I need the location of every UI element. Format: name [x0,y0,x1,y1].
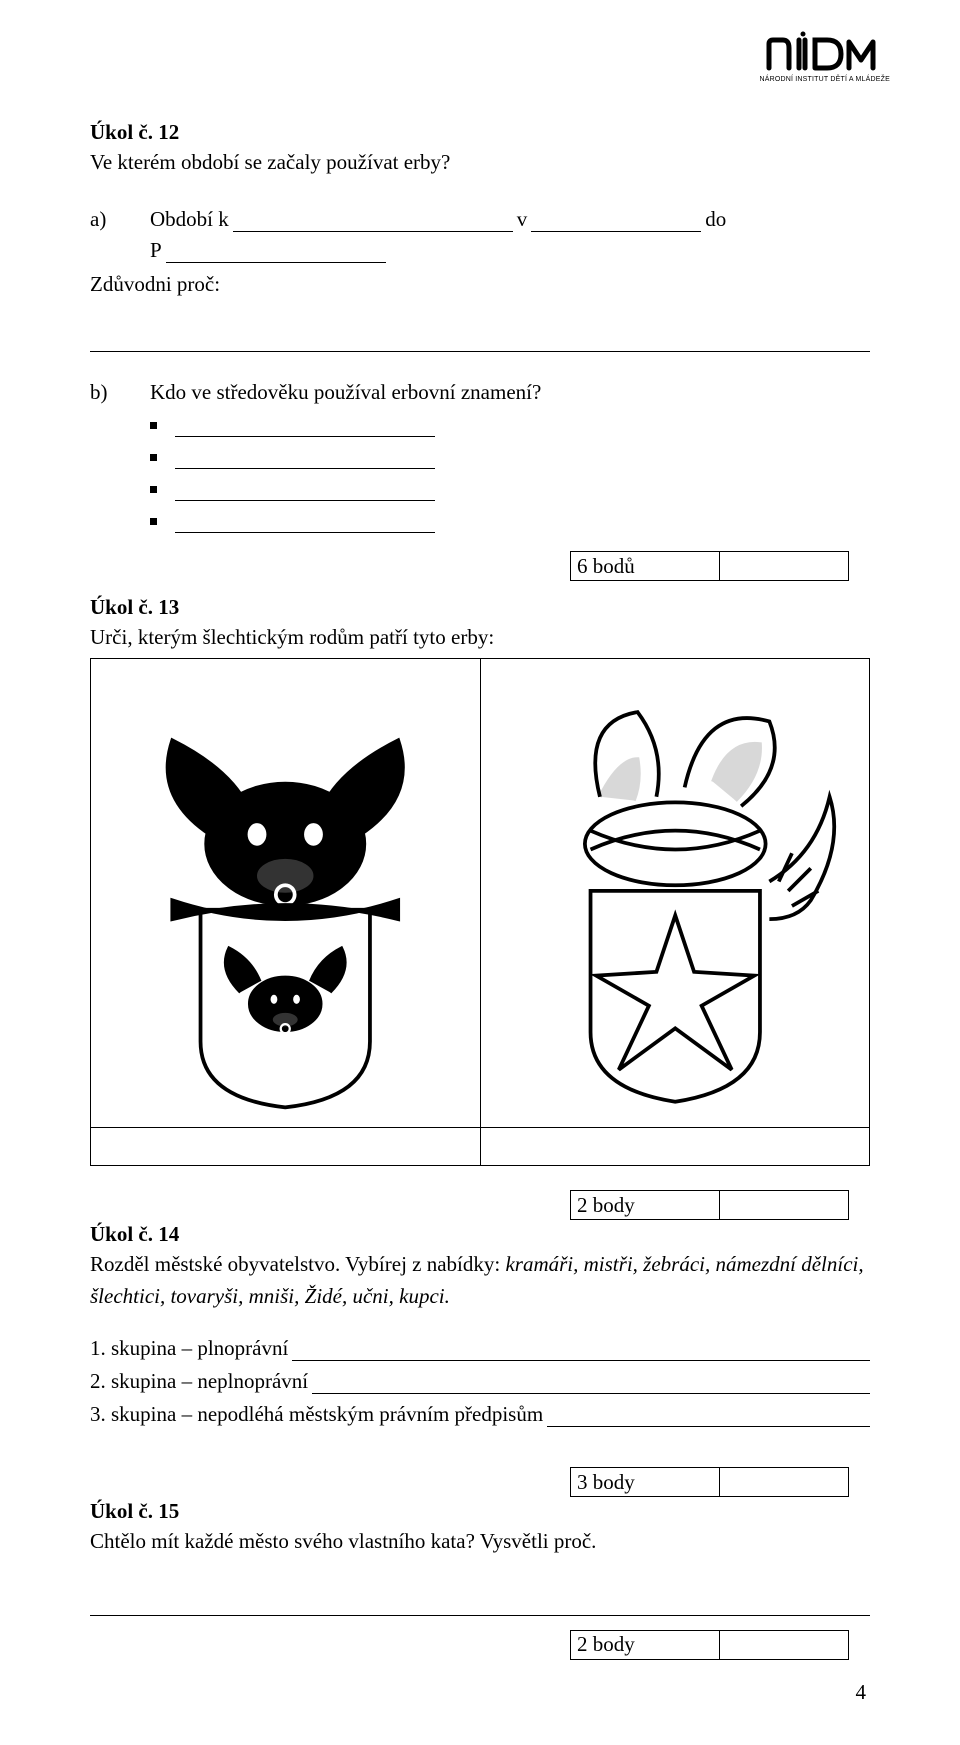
blank-bullet-4[interactable] [175,511,435,533]
coat-of-arms-1 [91,658,481,1128]
coat-of-arms-2 [480,658,870,1128]
task12-letter-a: a) [90,207,122,232]
points-box-14: 3 body [570,1467,870,1497]
page-number: 4 [90,1680,870,1705]
points-15-score[interactable] [719,1630,849,1660]
points-box-14above: 2 body [570,1190,870,1220]
bullet-icon [150,518,157,525]
label-obdobi: Období k [150,207,229,232]
blank-bullet-2[interactable] [175,447,435,469]
label-do: do [705,207,726,232]
blank-bullet-1[interactable] [175,415,435,437]
star-coat-icon [487,665,863,1117]
task14-line1: Rozděl městské obyvatelstvo. Vybírej z n… [90,1252,505,1276]
erby-table [90,658,870,1167]
label-p: P [150,238,162,263]
zduvodni-label: Zdůvodni proč: [90,269,870,301]
task15-title: Úkol č. 15 [90,1499,870,1524]
blank-obdobi-k[interactable] [233,210,513,232]
points-15-label: 2 body [570,1630,720,1660]
bull-coat-icon [97,665,473,1117]
points-14above-score[interactable] [719,1190,849,1220]
label-v: v [517,207,528,232]
task12-question-b: Kdo ve středověku používal erbovní zname… [150,380,541,405]
points-box-15: 2 body [570,1630,870,1660]
points-12-label: 6 bodů [570,551,720,581]
bullet-list [150,415,870,533]
bullet-icon [150,486,157,493]
points-14above-label: 2 body [570,1190,720,1220]
task12-letter-b: b) [90,380,122,405]
logo: NÁRODNÍ INSTITUT DĚTÍ A MLÁDEŽE [759,30,890,83]
task14-title: Úkol č. 14 [90,1222,870,1247]
nidm-logo-icon [765,30,885,74]
bullet-icon [150,454,157,461]
blank-task15[interactable] [90,1592,870,1616]
logo-subtitle: NÁRODNÍ INSTITUT DĚTÍ A MLÁDEŽE [759,76,890,83]
blank-group1[interactable] [292,1339,870,1361]
task14-body: Rozděl městské obyvatelstvo. Vybírej z n… [90,1249,870,1312]
blank-v[interactable] [531,210,701,232]
points-box-12: 6 bodů [570,551,870,581]
blank-group2[interactable] [312,1372,870,1394]
group2-label: 2. skupina – neplnoprávní [90,1369,308,1394]
blank-p[interactable] [166,241,386,263]
task15-intro: Chtělo mít každé město svého vlastního k… [90,1526,870,1558]
points-14-score[interactable] [719,1467,849,1497]
task12-intro: Ve kterém období se začaly používat erby… [90,147,870,179]
points-14-label: 3 body [570,1467,720,1497]
blank-group3[interactable] [547,1405,870,1427]
group1-label: 1. skupina – plnoprávní [90,1336,288,1361]
erby-answer-2[interactable] [480,1128,870,1166]
group3-label: 3. skupina – nepodléhá městským právním … [90,1402,543,1427]
points-12-score[interactable] [719,551,849,581]
blank-bullet-3[interactable] [175,479,435,501]
task12-title: Úkol č. 12 [90,120,870,145]
erby-answer-1[interactable] [91,1128,481,1166]
task13-title: Úkol č. 13 [90,595,870,620]
task13-intro: Urči, kterým šlechtickým rodům patří tyt… [90,622,870,654]
blank-zduvodni[interactable] [90,328,870,352]
bullet-icon [150,422,157,429]
